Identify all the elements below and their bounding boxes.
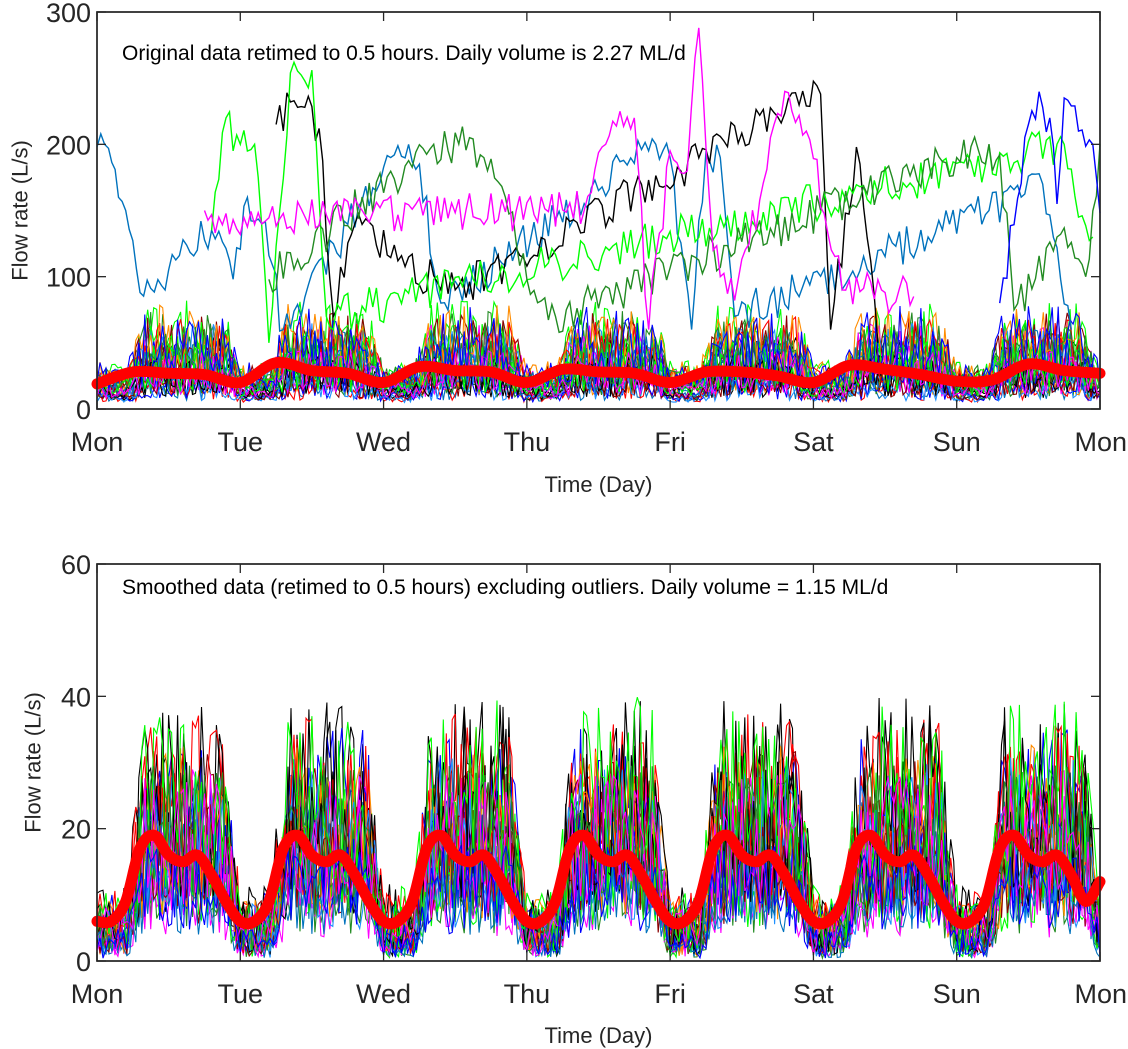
x-tick-label: Mon (71, 979, 124, 1009)
y-tick-label: 0 (76, 947, 91, 977)
y-tick-label: 100 (46, 263, 91, 293)
x-axis-label-original: Time (Day) (545, 472, 653, 497)
average-line-smoothed (91, 829, 1106, 930)
y-tick-label: 20 (61, 815, 91, 845)
x-tick-label: Sun (933, 427, 981, 457)
y-axis-label-smoothed: Flow rate (L/s) (21, 692, 46, 833)
annotation-original: Original data retimed to 0.5 hours. Dail… (122, 42, 686, 65)
y-tick-label: 300 (46, 0, 91, 28)
annotation-smoothed: Smoothed data (retimed to 0.5 hours) exc… (122, 576, 888, 599)
y-tick-label: 200 (46, 130, 91, 160)
x-tick-label: Mon (1074, 979, 1127, 1009)
y-tick-label: 60 (61, 550, 91, 580)
y-axis-label-original: Flow rate (L/s) (8, 140, 33, 281)
x-tick-label: Sat (793, 979, 834, 1009)
chart-panel-original: 0 100 200 300 Mon Tue Wed Thu Fri Sat Sun Mon Time … (8, 0, 1128, 497)
flow-trace-peak (96, 131, 1072, 332)
flow-trace (96, 322, 1101, 394)
y-tick-label: 0 (76, 395, 91, 425)
x-tick-label: Tue (218, 979, 264, 1009)
x-tick-label: Sat (793, 427, 834, 457)
flow-trace-peak (203, 27, 915, 330)
x-tick-label: Thu (504, 427, 551, 457)
flow-trace-peak (268, 126, 1101, 334)
average-flow-line (91, 356, 1106, 390)
ticks-original: 0 100 200 300 Mon Tue Wed Thu Fri Sat Sun Mon (46, 0, 1127, 457)
average-line-original (91, 356, 1106, 390)
flow-traces-original (96, 27, 1101, 404)
flow-trace-peak (999, 91, 1101, 304)
x-tick-label: Wed (356, 427, 411, 457)
x-tick-label: Mon (1074, 427, 1127, 457)
x-tick-label: Thu (504, 979, 551, 1009)
flow-trace (96, 350, 1101, 400)
average-flow-line (91, 829, 1106, 930)
flow-trace-peak (275, 79, 879, 343)
axes-frame (96, 563, 1101, 962)
x-tick-label: Sun (933, 979, 981, 1009)
flow-trace (96, 305, 1101, 390)
flow-trace-peak (210, 60, 1094, 343)
axes-frame (96, 11, 1101, 410)
ticks-smoothed: 0 20 40 60 Mon Tue Wed Thu Fri Sat Sun Mon (61, 550, 1127, 1009)
x-axis-label-smoothed: Time (Day) (545, 1023, 653, 1048)
x-tick-label: Fri (654, 427, 685, 457)
y-tick-label: 40 (61, 682, 91, 712)
chart-panel-smoothed: 0 20 40 60 Mon Tue Wed Thu Fri Sat Sun Mon Time (Da… (21, 550, 1128, 1048)
x-tick-label: Wed (356, 979, 411, 1009)
flow-trace (96, 697, 1101, 955)
x-tick-label: Fri (654, 979, 685, 1009)
x-tick-label: Mon (71, 427, 124, 457)
x-tick-label: Tue (218, 427, 264, 457)
